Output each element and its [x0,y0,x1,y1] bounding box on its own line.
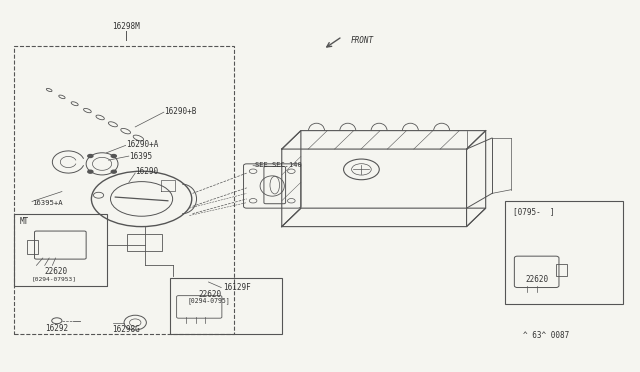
Text: 22620: 22620 [199,290,222,299]
Circle shape [111,170,116,173]
Bar [505,201,623,304]
Text: 16298G: 16298G [112,325,140,334]
Text: 16290+B: 16290+B [164,106,196,116]
Bar [170,278,282,334]
Bar [14,46,234,334]
Text: 22620: 22620 [525,275,548,283]
Text: 16292: 16292 [45,324,68,333]
Text: [0294-07953]: [0294-07953] [32,276,77,281]
Bar [556,263,567,276]
Text: SEE SEC.140: SEE SEC.140 [255,161,301,167]
Text: 22620: 22620 [44,267,67,276]
Text: ^ 63^ 0087: ^ 63^ 0087 [523,331,570,340]
Text: FRONT: FRONT [351,36,374,45]
Text: [0294-0795]: [0294-0795] [188,297,230,304]
Bar [27,240,38,254]
Bar [127,234,163,251]
Text: 16395: 16395 [129,152,152,161]
Circle shape [88,154,93,157]
Text: MT: MT [19,217,29,225]
Bar [14,214,106,286]
Text: 16298M: 16298M [112,22,140,31]
Text: 16395+A: 16395+A [32,200,63,206]
Circle shape [88,170,93,173]
Text: 16290+A: 16290+A [125,140,158,149]
Text: 16290: 16290 [135,167,158,176]
Circle shape [111,154,116,157]
Text: [0795-  ]: [0795- ] [513,207,554,217]
Text: 16129F: 16129F [223,283,251,292]
